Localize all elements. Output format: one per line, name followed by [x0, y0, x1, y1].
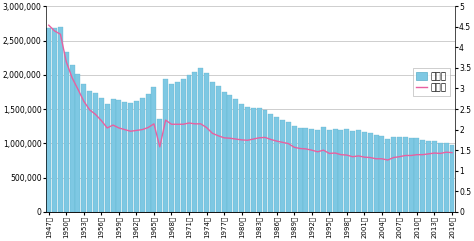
Bar	[64, 52, 69, 212]
Bar	[333, 129, 337, 212]
Bar	[426, 141, 431, 212]
Bar	[146, 94, 151, 212]
Bar	[362, 132, 367, 212]
Bar	[280, 120, 285, 212]
Bar	[46, 28, 51, 212]
Bar	[315, 130, 320, 212]
Bar	[397, 137, 402, 212]
Bar	[239, 104, 244, 212]
Bar	[338, 130, 344, 212]
Bar	[105, 104, 109, 212]
Bar	[169, 84, 174, 212]
Bar	[286, 122, 291, 212]
Bar	[403, 137, 408, 212]
Bar	[251, 108, 256, 212]
Bar	[210, 81, 215, 212]
Bar	[274, 117, 279, 212]
Bar	[368, 133, 373, 212]
Bar	[152, 87, 156, 212]
Bar	[58, 27, 63, 212]
Bar	[321, 127, 326, 212]
Bar	[298, 128, 302, 212]
Bar	[181, 79, 186, 212]
Bar	[344, 129, 349, 212]
Bar	[198, 68, 203, 212]
Bar	[122, 102, 127, 212]
Bar	[187, 75, 191, 212]
Bar	[134, 101, 139, 212]
Bar	[327, 130, 332, 212]
Bar	[93, 93, 98, 212]
Bar	[263, 110, 267, 212]
Bar	[420, 140, 425, 212]
Bar	[117, 100, 121, 212]
Bar	[140, 98, 145, 212]
Bar	[87, 91, 92, 212]
Bar	[303, 128, 309, 212]
Bar	[99, 98, 104, 212]
Bar	[432, 141, 437, 212]
Bar	[128, 103, 133, 212]
Bar	[444, 143, 449, 212]
Bar	[175, 82, 180, 212]
Bar	[110, 99, 116, 212]
Bar	[221, 92, 227, 212]
Legend: 出生数, 出生率: 出生数, 出生率	[413, 68, 450, 96]
Bar	[379, 136, 384, 212]
Bar	[385, 139, 390, 212]
Bar	[70, 65, 74, 212]
Bar	[216, 86, 221, 212]
Bar	[157, 119, 162, 212]
Bar	[438, 143, 443, 212]
Bar	[228, 95, 232, 212]
Bar	[350, 131, 355, 212]
Bar	[256, 108, 262, 212]
Bar	[233, 99, 238, 212]
Bar	[192, 72, 197, 212]
Bar	[391, 137, 396, 212]
Bar	[268, 114, 273, 212]
Bar	[414, 138, 419, 212]
Bar	[309, 129, 314, 212]
Bar	[292, 126, 297, 212]
Bar	[374, 135, 379, 212]
Bar	[356, 130, 361, 212]
Bar	[163, 79, 168, 212]
Bar	[75, 74, 81, 212]
Bar	[204, 73, 209, 212]
Bar	[449, 145, 455, 212]
Bar	[245, 107, 250, 212]
Bar	[52, 28, 57, 212]
Bar	[82, 84, 86, 212]
Bar	[409, 139, 414, 212]
